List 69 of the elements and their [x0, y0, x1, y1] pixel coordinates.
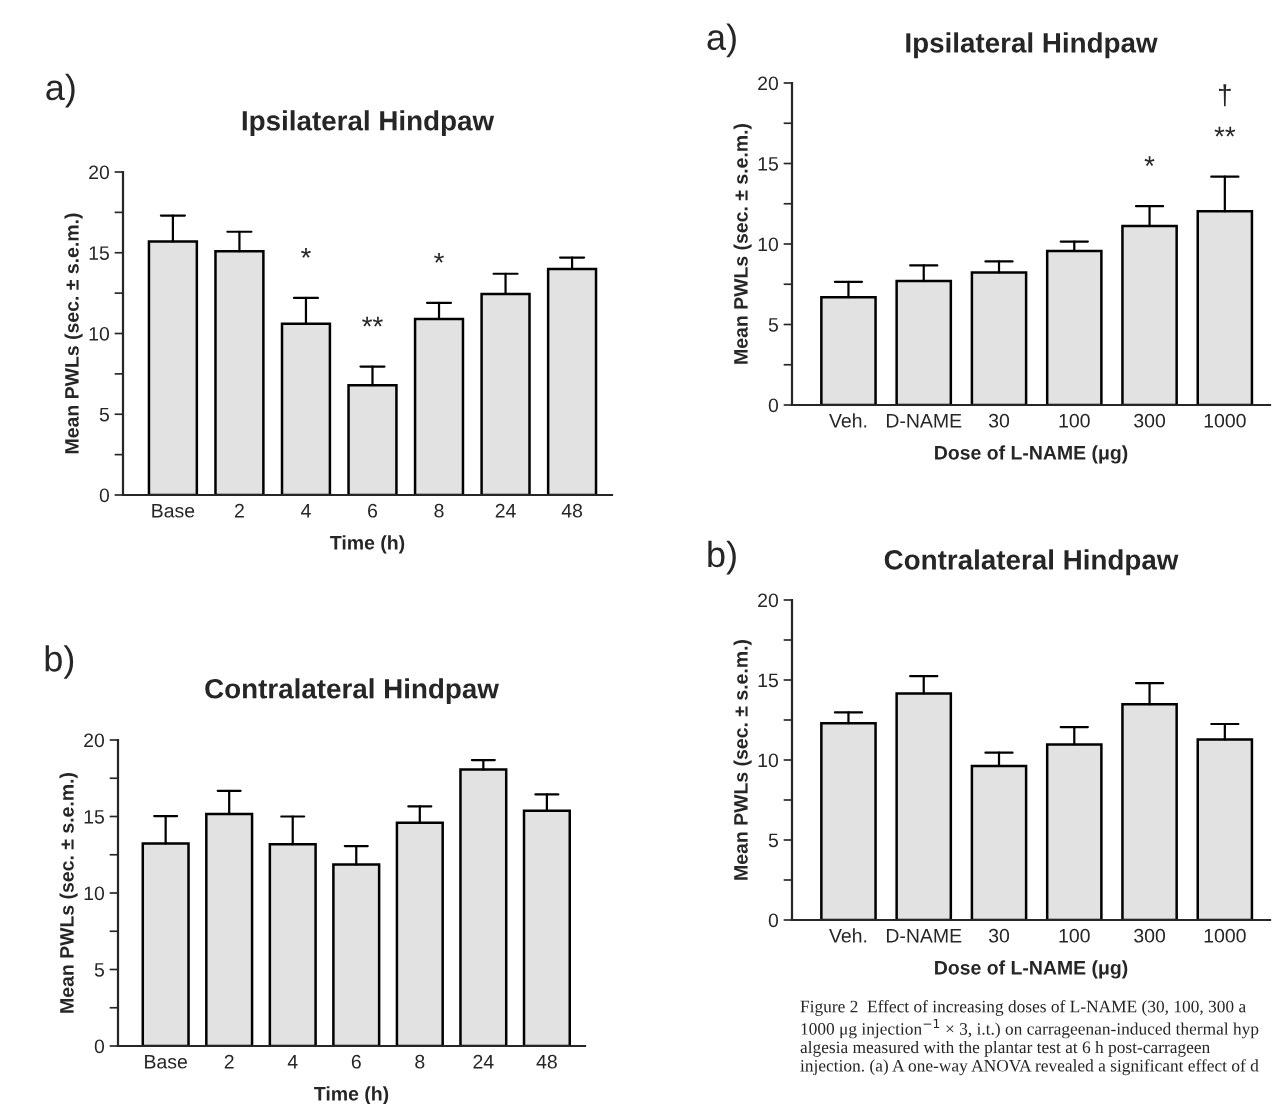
text: a): [707, 23, 736, 58]
text: b): [708, 540, 736, 575]
y-tick-label: 0: [768, 913, 779, 928]
x-tick-label: 4: [301, 504, 311, 518]
x-tick-label: Veh.: [829, 413, 867, 428]
x-tick-label: Veh.: [829, 928, 867, 943]
x-tick-label: D-NAME: [886, 414, 962, 428]
y-tick-label: 20: [758, 76, 779, 91]
x-tick-label: 48: [561, 503, 583, 518]
chart-title: Contralateral Hindpaw: [884, 549, 1179, 576]
y-tick-label: 20: [758, 593, 779, 608]
chart-title: Contralateral Hindpaw: [205, 678, 499, 705]
x-tick-label: 30: [988, 413, 1010, 428]
x-tick-label: 24: [473, 1054, 494, 1069]
x-tick-label: 8: [415, 1054, 425, 1069]
x-axis-title: Time (h): [314, 1086, 389, 1104]
y-tick-label: 15: [758, 157, 778, 171]
y-tick-label: 5: [99, 407, 109, 422]
y-axis-title: Mean PWLs (sec. ± s.e.m.): [733, 640, 752, 880]
x-tick-label: 100: [1059, 413, 1090, 428]
x-tick-label: 4: [287, 1055, 298, 1069]
x-tick-label: 6: [351, 1054, 361, 1069]
y-tick-label: 5: [94, 963, 104, 977]
x-tick-label: Base: [145, 1055, 187, 1069]
x-tick-label: 2: [235, 503, 244, 518]
chart-title: Ipsilateral Hindpaw: [242, 110, 495, 137]
x-tick-label: 48: [536, 1054, 557, 1069]
x-tick-label: 1000: [1204, 928, 1246, 943]
text: b): [45, 645, 74, 679]
y-tick-label: 0: [94, 1039, 105, 1054]
x-tick-label: D-NAME: [886, 929, 962, 943]
x-tick-label: 6: [368, 503, 378, 518]
y-tick-label: 10: [89, 326, 110, 341]
x-tick-label: 300: [1134, 413, 1166, 428]
y-axis-title: Mean PWLs (sec. ± s.e.m.): [64, 213, 83, 454]
y-tick-label: 10: [758, 237, 779, 252]
y-tick-label: 15: [758, 673, 778, 688]
x-tick-label: 300: [1134, 928, 1166, 943]
y-tick-label: 20: [89, 165, 110, 180]
annotation: †: [1218, 84, 1231, 107]
annotation: *: [301, 248, 311, 258]
annotation: *: [434, 252, 444, 263]
annotation: **: [1214, 126, 1236, 137]
y-axis-title: Mean PWLs (sec. ± s.e.m.): [733, 124, 752, 364]
x-tick-label: 2: [224, 1054, 234, 1069]
y-axis-title: Mean PWLs (sec. ± s.e.m.): [59, 773, 78, 1013]
x-tick-label: 8: [434, 503, 444, 518]
y-tick-label: 0: [768, 398, 779, 413]
x-tick-label: 30: [988, 928, 1010, 943]
x-axis-title: Dose of L-NAME (μg): [935, 445, 1128, 464]
x-tick-label: 1000: [1204, 413, 1246, 428]
annotation: **: [362, 316, 383, 327]
y-tick-label: 15: [84, 810, 104, 824]
y-tick-label: 5: [768, 833, 778, 848]
x-axis-title: Dose of L-NAME (μg): [935, 960, 1128, 979]
x-tick-label: 100: [1059, 928, 1090, 943]
annotation: *: [1144, 156, 1155, 167]
text: a): [46, 73, 75, 108]
caption: Figure 2 Effect of increasing doses of L-NAME (30, 100, 300 a 1000 μg injection$^{−1}$ × 3, i.t.) on carrageenan-induced thermal hyp algesia measured with the plantar test at 6 h post-carrageen injection. (a) A one-way ANOVA revealed a significant effect of d: [800, 1000, 1259, 1076]
y-tick-label: 10: [84, 886, 105, 901]
chart-title: Ipsilateral Hindpaw: [906, 32, 1158, 59]
y-tick-label: 20: [84, 733, 105, 748]
y-tick-label: 5: [768, 318, 778, 332]
x-tick-label: Base: [152, 504, 195, 518]
y-tick-label: 10: [758, 753, 779, 768]
x-tick-label: 24: [495, 503, 516, 518]
y-tick-label: 15: [89, 246, 109, 260]
y-tick-label: 0: [99, 488, 110, 503]
x-axis-title: Time (h): [330, 535, 405, 554]
